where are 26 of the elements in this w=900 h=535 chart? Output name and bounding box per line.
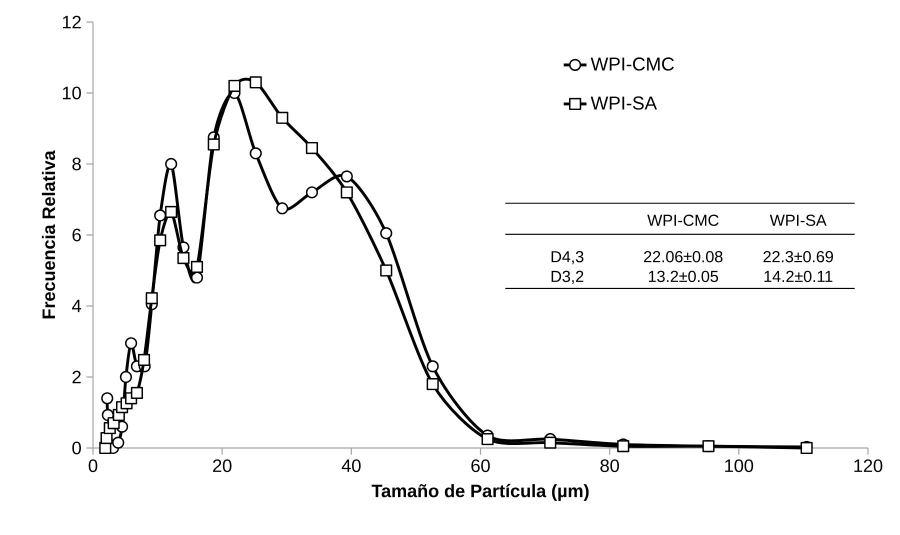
legend-label: WPI-CMC <box>590 57 674 71</box>
y-tick-label: 2 <box>72 370 81 384</box>
annotation: D4,3 <box>552 251 584 264</box>
legend-label: WPI-SA <box>590 96 657 110</box>
annotation: 14.2±0.11 <box>764 270 832 282</box>
y-tick-label: 12 <box>62 16 81 28</box>
annotation: 13.2±0.05 <box>648 270 718 282</box>
annotation: WPI-SA <box>770 214 827 226</box>
x-axis-title: Tamaño de Partícula (µm) <box>372 484 589 501</box>
x-tick-label: 60 <box>471 459 490 472</box>
y-tick-label: 4 <box>72 300 82 312</box>
x-tick-label: 40 <box>342 459 361 472</box>
y-tick-label: 10 <box>62 86 81 100</box>
y-axis-title: Frecuencia Relativa <box>42 150 56 318</box>
y-tick-label: 0 <box>72 442 81 454</box>
y-tick-label: 8 <box>72 158 81 170</box>
annotation: 22.06±0.08 <box>644 251 722 262</box>
x-tick-label: 120 <box>854 459 882 472</box>
annotation: WPI-CMC <box>647 214 719 226</box>
x-tick-label: 80 <box>600 459 619 472</box>
annotation: D3,2 <box>552 270 584 284</box>
x-tick-label: 20 <box>213 459 232 472</box>
y-tick-label: 6 <box>72 228 81 242</box>
x-tick-label: 100 <box>725 459 754 472</box>
annotation: 22.3±0.69 <box>763 251 833 262</box>
x-tick-label: 0 <box>88 459 98 472</box>
